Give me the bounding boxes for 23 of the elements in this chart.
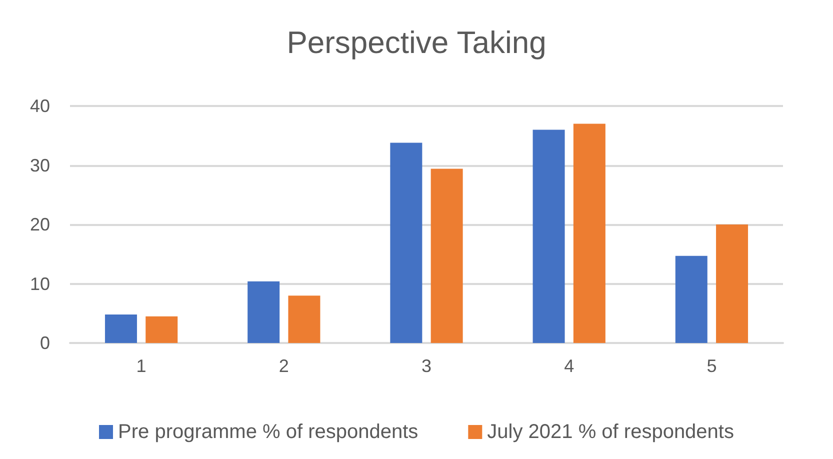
bar [716,224,748,343]
x-tick-label: 3 [421,356,432,376]
chart-title: Perspective Taking [286,25,546,60]
x-tick-label: 1 [136,356,146,376]
x-tick-label: 4 [564,356,574,376]
bar [104,314,137,343]
bar [390,142,422,343]
y-tick-label: 20 [30,214,50,234]
bar [573,124,606,343]
y-tick-label: 10 [30,274,50,294]
y-tick-label: 30 [30,155,50,176]
bar [675,256,708,343]
legend-label: Pre programme % of respondents [118,421,418,443]
y-tick-label: 40 [30,96,50,116]
bar [532,130,565,343]
bar [248,281,280,343]
x-tick-label: 2 [278,356,289,376]
y-tick-label: 0 [40,333,50,353]
bar [430,168,463,343]
x-tick-label: 5 [706,356,717,376]
bar [288,296,320,343]
bar [146,316,178,343]
legend-label: July 2021 % of respondents [487,421,734,443]
